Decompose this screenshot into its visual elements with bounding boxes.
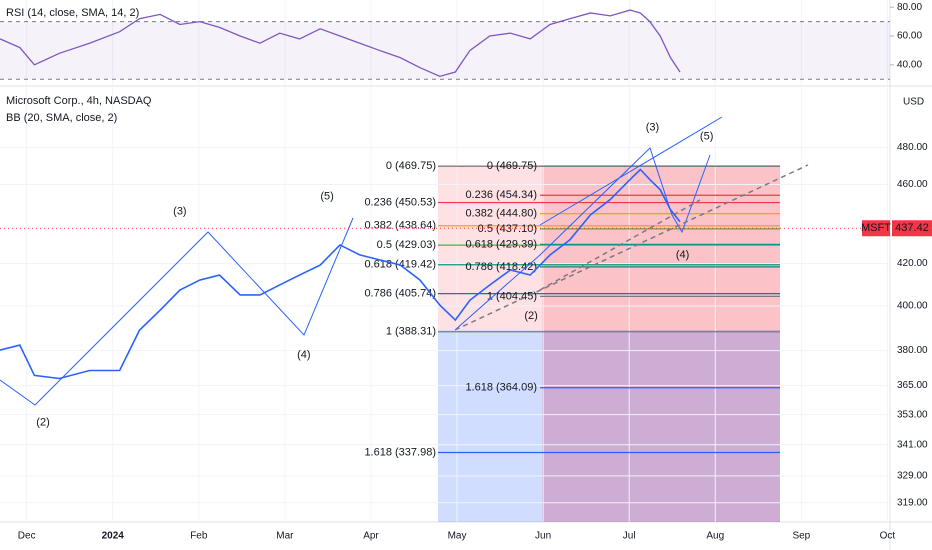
wave-label: (2) <box>524 310 537 322</box>
y-tick-label: 380.00 <box>897 345 928 356</box>
trend-line <box>539 199 701 291</box>
wave-label: (3) <box>173 206 186 218</box>
x-tick-label: 2024 <box>102 531 125 542</box>
y-tick-label: 319.00 <box>897 497 928 508</box>
fib-zone <box>438 330 780 522</box>
grid <box>0 0 894 522</box>
rsi-tick-label: 80.00 <box>897 2 922 13</box>
wave-lines <box>454 147 711 331</box>
fib-label: 1.618 (337.98) <box>364 446 436 458</box>
y-tick-label: 400.00 <box>897 301 928 312</box>
channel-line <box>539 116 723 226</box>
fib-zone <box>438 165 542 330</box>
x-tick-label: Apr <box>363 531 379 542</box>
x-tick-label: Dec <box>18 531 36 542</box>
currency: USD <box>903 97 924 108</box>
y-tick-label: 341.00 <box>897 439 928 450</box>
chart-title: Microsoft Corp., 4h, NASDAQ <box>6 95 152 107</box>
wave-lines <box>0 217 354 406</box>
wave-label: (5) <box>700 130 713 142</box>
fib-levels: 0 (469.75) 0.236 (450.53) 0.382 (438.64) 0.… <box>364 160 780 458</box>
y-tick-label: 353.00 <box>897 409 928 420</box>
symbol-name-tag <box>862 220 890 237</box>
trend-line <box>454 164 809 331</box>
fib-label: 0.382 (438.64) <box>364 220 436 232</box>
fib-label: 0.618 (429.39) <box>465 238 537 250</box>
y-tick-label: 365.00 <box>897 380 928 391</box>
symbol-name: MSFT <box>861 222 891 234</box>
wave-label: (2) <box>36 416 49 428</box>
chart-subtitle: BB (20, SMA, close, 2) <box>6 112 117 124</box>
wave-label: (3) <box>646 121 659 133</box>
last-price-label: 437.42 <box>895 222 929 234</box>
wave-label: (5) <box>320 191 333 203</box>
rsi-band <box>0 21 890 80</box>
fib-label: 0.236 (454.34) <box>465 189 537 201</box>
fib-label: 1.618 (364.09) <box>465 382 537 394</box>
x-tick-label: Sep <box>792 531 810 542</box>
x-tick-label: Jun <box>535 531 551 542</box>
x-tick-label: Feb <box>190 531 208 542</box>
y-tick-label: 420.00 <box>897 258 928 269</box>
fib-label: 1 (404.45) <box>487 290 537 302</box>
fib-label: 0.5 (437.10) <box>478 223 537 235</box>
rsi-title: RSI (14, close, SMA, 14, 2) <box>6 7 139 19</box>
rsi-line <box>0 9 681 78</box>
rsi-tick-label: 60.00 <box>897 31 922 42</box>
x-tick-label: Aug <box>706 531 724 542</box>
x-tick-label: Oct <box>880 531 896 542</box>
x-tick-label: May <box>448 531 467 542</box>
x-tick-label: Mar <box>276 531 294 542</box>
y-tick-label: 460.00 <box>897 179 928 190</box>
y-tick-label: 329.00 <box>897 471 928 482</box>
fib-label: 1 (388.31) <box>386 326 436 338</box>
price-line <box>0 168 681 380</box>
fib-label: 0.786 (405.74) <box>364 288 436 300</box>
plot: (2) (3) (4) (5) (2) (3) (4) (5) <box>0 121 890 428</box>
wave-label: (4) <box>297 349 310 361</box>
x-tick-label: Jul <box>623 531 636 542</box>
y-tick-label: 480.00 <box>897 142 928 153</box>
fib-label: 0.786 (418.42) <box>465 261 537 273</box>
wave-label: (4) <box>676 249 689 261</box>
fib-label: 0.5 (429.03) <box>377 239 436 251</box>
rsi-tick-label: 40.00 <box>897 59 922 70</box>
fib-label: 0.236 (450.53) <box>364 196 436 208</box>
fib-label: 0 (469.75) <box>386 160 436 172</box>
fib-label: 0 (469.75) <box>487 160 537 172</box>
symbol-tag <box>892 220 932 237</box>
fib-label: 0.382 (444.80) <box>465 208 537 220</box>
